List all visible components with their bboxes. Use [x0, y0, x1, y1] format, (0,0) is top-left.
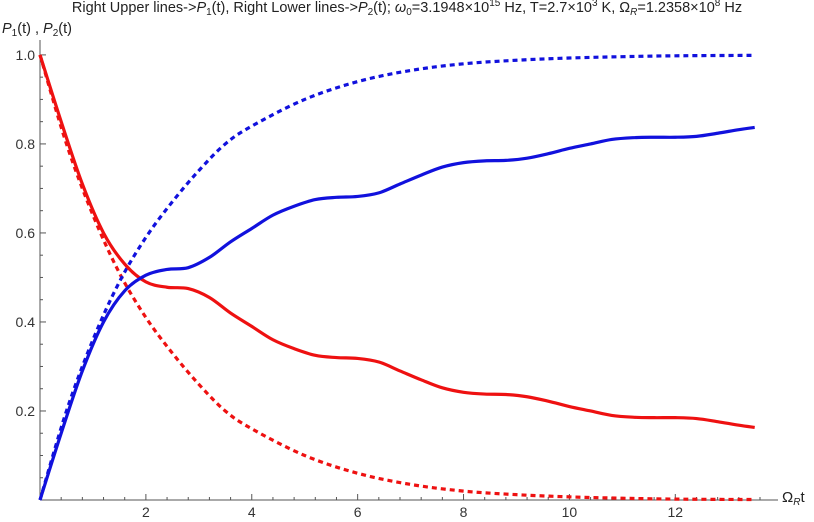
series-line-blue-dotted [38, 53, 755, 501]
y-tick-label: 1.0 [16, 47, 36, 63]
x-axis-label: ΩRt [782, 489, 805, 508]
x-tick-label: 8 [460, 504, 468, 520]
chart-title: Right Upper lines->P1(t), Right Lower li… [71, 0, 743, 18]
y-axis-label: P1(t) , P2(t) [2, 21, 72, 39]
chart-axes: 2 4 6 8 10 12 0.2 0.4 0.6 0.8 1.0 [16, 40, 778, 520]
y-tick-label: 0.4 [16, 314, 36, 330]
x-tick-label: 10 [562, 504, 578, 520]
y-tick-label: 0.2 [16, 403, 36, 419]
series-layer [38, 53, 755, 502]
series-line-blue-solid [38, 125, 755, 501]
x-tick-label: 2 [142, 504, 150, 520]
x-tick-label: 12 [668, 504, 684, 520]
series-line-red-dotted [38, 54, 755, 502]
x-tick-label: 4 [248, 504, 256, 520]
x-tick-label: 6 [354, 504, 362, 520]
y-tick-label: 0.8 [16, 136, 36, 152]
series-line-red-solid [38, 54, 755, 430]
y-tick-label: 0.6 [16, 225, 36, 241]
